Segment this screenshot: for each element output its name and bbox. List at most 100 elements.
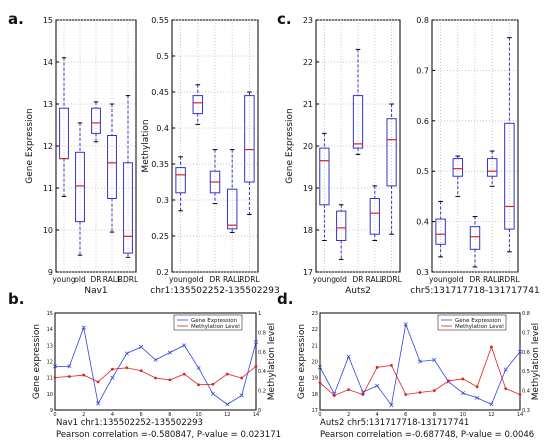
box [123,162,133,254]
box [59,107,69,160]
y-tick-label: 12 [43,142,53,151]
y2-tick-label: 0.4 [522,389,530,395]
data-point [197,383,200,387]
data-point [96,401,101,406]
y-axis-label: Gene Expression [285,108,295,183]
x-tick-label: 10 [460,412,466,418]
data-point [503,367,508,372]
y-tick-label: 0.45 [151,88,169,97]
y2-tick-label: 0.8 [522,311,530,317]
box [175,167,186,194]
data-point [52,364,58,369]
data-point [361,393,365,396]
y2-tick-label: 0.4 [258,369,266,375]
data-point [153,357,158,362]
panel-letter-d: d. [277,290,293,308]
data-point [239,393,244,398]
y-tick-label: 18 [303,226,313,235]
x-tick-label: 8 [168,412,171,418]
x-tick-label: RALL [223,275,242,284]
y2-tick-label: 0.2 [258,389,266,395]
data-point [332,394,336,397]
line-plot-auts2: 17 18 19 20 21 22 23 0.3 0.4 0.5 0.6 0.7 0.8 0 2 4 6 8 10 1… [297,311,541,418]
x-tick-label: 12 [224,412,230,418]
y2-axis-label: Methylation level [531,323,541,400]
legend-box [173,314,243,331]
x-tick-label: old [74,275,86,284]
data-point [518,393,522,396]
plot-frame [319,312,521,411]
y2-tick-label: 0.6 [258,350,266,356]
x-tick-label: 6 [404,412,407,418]
y-tick-label: 0.3 [416,268,429,277]
y-tick-label: 22 [303,58,313,67]
data-point [461,377,465,381]
y-tick-label: 14 [43,58,53,67]
y-tick-label: 0.3 [156,196,169,205]
y2-tick-label: 0.3 [522,408,530,414]
box [91,107,101,134]
y-tick-label: 13 [47,343,53,349]
legend-box [437,314,507,331]
y-tick-label: 0.55 [151,16,169,25]
panel-letter-b: b. [8,290,24,308]
data-point [418,391,422,394]
x-tick-label: 10 [195,412,201,418]
x-tick-label: young [429,275,453,284]
x-tick-label: RDRL [499,275,520,284]
y-tick-label: 13 [43,100,53,109]
data-point [139,344,144,349]
x-axis-label: chr5:131717718-131717741 [410,286,539,296]
data-point [240,376,244,380]
y-tick-label: 0.6 [416,117,429,126]
y-tick-label: 0.5 [416,167,429,176]
data-point [124,351,129,356]
x-axis-label: chr1:135502252-135502293 [150,286,279,296]
data-point [182,372,186,376]
data-point [504,387,508,391]
box [369,198,380,235]
data-point [490,345,493,349]
y-tick-label: 21 [303,100,313,109]
y-tick-label: 9 [50,408,53,414]
series-line [54,366,257,386]
y-tick-label: 19 [303,184,313,193]
data-point [489,402,494,407]
caption-b-region: Nav1 chr1:135502252-135502293 [56,418,203,428]
x-tick-label: DR [353,275,364,284]
data-point [111,367,114,371]
caption-b-correlation: Pearson correlation =-0.580847, P-value … [56,430,281,440]
data-point [318,381,322,385]
x-tick-label: 8 [433,412,436,418]
data-point [96,380,100,384]
y-tick-label: 17 [303,268,313,277]
box [226,188,238,230]
data-point [110,375,115,380]
data-point [432,357,437,362]
x-tick-label: young [313,275,337,284]
x-tick-label: young [52,275,76,284]
caption-d-correlation: Pearson correlation =-0.687748, P-value … [320,430,534,440]
data-point [67,364,72,369]
data-point [447,379,450,383]
data-point [475,385,479,389]
data-point [167,350,172,355]
y2-tick-label: 0.5 [522,369,530,375]
y-tick-label: 0.4 [156,124,169,133]
x-tick-label: RALL [103,275,122,284]
x-tick-label: 2 [347,412,350,418]
y-axis-label: Gene expression [297,324,307,399]
x-tick-label: RALL [483,275,502,284]
data-point [360,390,365,395]
y2-tick-label: 1 [258,311,261,317]
data-point [417,359,423,364]
x-tick-label: RDRL [381,275,402,284]
series-line [55,326,257,405]
legend-entry: Gene Expression [191,318,238,324]
data-point [460,390,465,396]
y-tick-label: 15 [43,16,53,25]
box [452,158,464,177]
box [486,158,498,177]
